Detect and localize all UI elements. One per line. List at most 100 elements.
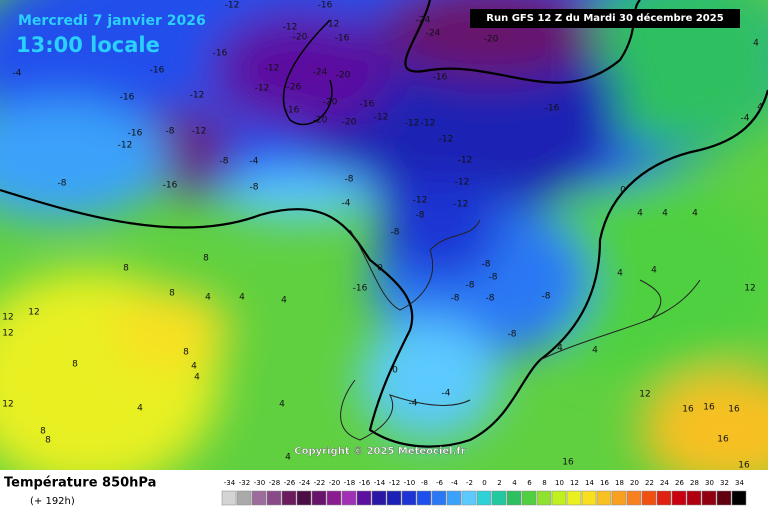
map-label: 12 xyxy=(2,329,13,339)
map-label: -12 xyxy=(190,91,205,101)
map-label: -12 xyxy=(374,113,389,123)
map-label: -8 xyxy=(489,273,498,283)
map-label: 12 xyxy=(744,284,755,294)
scale-label: -34 xyxy=(224,479,236,487)
map-label: 12 xyxy=(639,390,650,400)
scale-swatch xyxy=(686,490,702,506)
map-label: -20 xyxy=(336,71,351,81)
map-label: 12 xyxy=(2,313,13,323)
run-box xyxy=(470,9,740,28)
map-label: -12 xyxy=(439,135,454,145)
scale-label: 10 xyxy=(555,479,564,487)
map-label: -8 xyxy=(542,292,551,302)
map-label: -20 xyxy=(313,116,328,126)
scale-label: 24 xyxy=(660,479,669,487)
scale-swatch xyxy=(641,490,657,506)
scale-label: -26 xyxy=(284,479,296,487)
scale-swatch xyxy=(551,490,567,506)
map-label: 12 xyxy=(2,400,13,410)
scale-swatch xyxy=(371,490,387,506)
map-label: -8 xyxy=(482,260,491,270)
map-label: 4 xyxy=(662,209,668,219)
scale-swatch xyxy=(656,490,672,506)
map-label: 0 xyxy=(620,186,626,196)
map-label: -24 xyxy=(416,16,431,26)
scale-swatch xyxy=(521,490,537,506)
map-label: -8 xyxy=(345,175,354,185)
scale-label: 26 xyxy=(675,479,684,487)
scale-swatch xyxy=(266,490,282,506)
map-label: 4 xyxy=(617,269,623,279)
map-label: -16 xyxy=(353,284,368,294)
map-label: -8 xyxy=(416,211,425,221)
scale-swatch xyxy=(311,490,327,506)
contours xyxy=(0,0,768,448)
map-label: 8 xyxy=(169,289,175,299)
map-label: -8 xyxy=(508,330,517,340)
legend-title: Température 850hPa xyxy=(4,476,156,491)
map-label: -20 xyxy=(484,35,499,45)
scale-swatch xyxy=(446,490,462,506)
map-label: -12 xyxy=(283,23,298,33)
map-label: -12 xyxy=(413,196,428,206)
map-label: -24 xyxy=(313,68,328,78)
scale-swatch xyxy=(341,490,357,506)
scale-label: -18 xyxy=(344,479,355,487)
scale-swatch xyxy=(626,490,642,506)
date: Mercredi 7 janvier 2026 xyxy=(18,13,206,29)
map-label: -4 xyxy=(741,114,750,124)
scale-swatch xyxy=(236,490,252,506)
map-label: -20 xyxy=(293,33,308,43)
coastlines xyxy=(340,219,701,441)
scale-swatch xyxy=(356,490,372,506)
map-label: 4 xyxy=(651,266,657,276)
scale-label: 20 xyxy=(630,479,639,487)
map-label: 4 xyxy=(285,453,291,463)
map-label: -16 xyxy=(213,49,228,59)
map-label: 8 xyxy=(40,427,46,437)
map-label: 8 xyxy=(72,360,78,370)
scale-label: 28 xyxy=(690,479,699,487)
scale-label: -4 xyxy=(451,479,459,487)
scale-swatch xyxy=(431,490,447,506)
scale-label: -6 xyxy=(436,479,444,487)
scale-label: -10 xyxy=(404,479,415,487)
map-label: 16 xyxy=(703,403,715,413)
scale-label: 32 xyxy=(720,479,729,487)
map-label: 16 xyxy=(728,405,740,415)
map-label: 4 xyxy=(592,346,598,356)
map-label: -12 xyxy=(325,20,340,30)
temperature-field xyxy=(0,0,768,470)
legend-subtitle: (+ 192h) xyxy=(30,496,75,507)
map-label: 16 xyxy=(717,435,729,445)
map-label: -12 xyxy=(454,200,469,210)
scale-swatch xyxy=(701,490,717,506)
scale-swatch xyxy=(611,490,627,506)
map-label: -8 xyxy=(220,157,229,167)
map-label: -24 xyxy=(426,29,441,39)
map-label: -12 xyxy=(421,119,436,129)
scale-label: 2 xyxy=(497,479,501,487)
map-label: 16 xyxy=(562,458,574,468)
scale-swatch xyxy=(281,490,297,506)
scale-swatch xyxy=(566,490,582,506)
scale-swatch xyxy=(671,490,687,506)
scale-label: 30 xyxy=(705,479,714,487)
map-label: 4 xyxy=(279,400,285,410)
map-label: 4 xyxy=(557,344,563,354)
map-label: 4 xyxy=(191,362,197,372)
run-info: Run GFS 12 Z du Mardi 30 décembre 2025 xyxy=(486,12,723,24)
scale-label: 14 xyxy=(585,479,594,487)
map-label: -8 xyxy=(250,183,259,193)
map-label: -8 xyxy=(166,127,175,137)
map-label: -16 xyxy=(335,34,350,44)
scale-label: -22 xyxy=(314,479,325,487)
map-label: 4 xyxy=(281,296,287,306)
map-label: 8 xyxy=(203,254,209,264)
scale-label: -16 xyxy=(359,479,371,487)
map-label: -12 xyxy=(458,156,473,166)
map-label: -8 xyxy=(466,281,475,291)
scale-swatch xyxy=(581,490,597,506)
